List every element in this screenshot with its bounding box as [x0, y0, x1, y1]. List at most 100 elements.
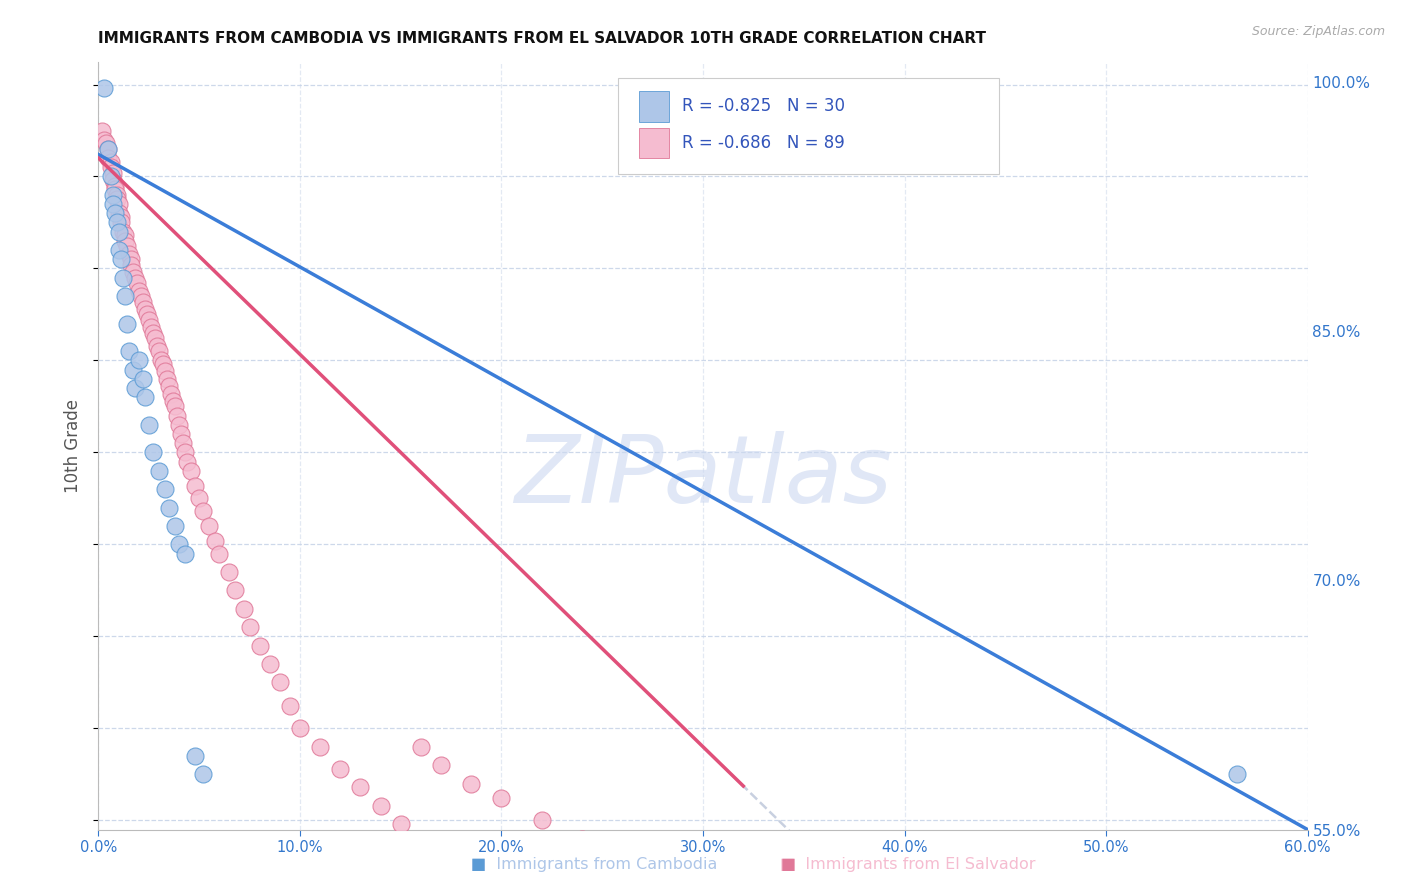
Point [142, 445, 165, 459]
Point [224, 583, 246, 598]
Point [288, 722, 311, 736]
Point [329, 762, 352, 776]
Point [107, 243, 129, 257]
Point [184, 478, 207, 492]
Text: ZIPatlas: ZIPatlas [515, 431, 891, 522]
Point [174, 445, 197, 459]
Point [309, 739, 332, 754]
Point [115, 317, 138, 331]
Point [152, 357, 174, 371]
Point [174, 547, 197, 561]
Point [460, 776, 482, 790]
Point [101, 166, 124, 180]
Point [204, 533, 226, 548]
Point [153, 364, 176, 378]
Point [249, 639, 271, 653]
Point [107, 206, 129, 220]
Point [167, 417, 190, 432]
Text: R = -0.825   N = 30: R = -0.825 N = 30 [682, 97, 845, 115]
Point [93, 133, 115, 147]
Point [193, 504, 215, 518]
Point [101, 187, 124, 202]
Point [138, 313, 160, 327]
Point [349, 780, 371, 795]
Point [132, 294, 155, 309]
Bar [638, 91, 669, 121]
Point [143, 331, 166, 345]
Point [167, 537, 190, 551]
Point [97, 151, 120, 165]
Point [160, 386, 183, 401]
Point [193, 767, 215, 781]
Point [218, 565, 240, 579]
Point [118, 246, 141, 260]
Point [1226, 767, 1249, 781]
Text: ■  Immigrants from Cambodia: ■ Immigrants from Cambodia [471, 857, 717, 872]
Point [107, 197, 129, 211]
Point [114, 234, 136, 248]
Point [114, 289, 136, 303]
Point [105, 215, 128, 229]
Point [163, 400, 186, 414]
Point [153, 482, 176, 496]
Point [370, 798, 392, 813]
Point [163, 519, 186, 533]
Point [156, 372, 179, 386]
Point [139, 320, 162, 334]
Point [176, 455, 198, 469]
Point [162, 393, 184, 408]
Point [100, 169, 122, 184]
Point [138, 417, 160, 432]
Point [114, 228, 136, 243]
Point [121, 362, 143, 376]
Point [120, 258, 142, 272]
Text: ■  Immigrants from El Salvador: ■ Immigrants from El Salvador [780, 857, 1036, 872]
Point [278, 699, 301, 714]
Point [172, 436, 194, 450]
Point [107, 225, 129, 239]
Point [142, 326, 165, 340]
Point [389, 817, 412, 831]
Point [124, 270, 146, 285]
Point [239, 620, 262, 634]
Text: R = -0.686   N = 89: R = -0.686 N = 89 [682, 134, 845, 152]
Point [134, 301, 156, 316]
Text: Source: ZipAtlas.com: Source: ZipAtlas.com [1251, 25, 1385, 38]
Point [430, 758, 453, 772]
Point [111, 225, 134, 239]
Point [91, 123, 114, 137]
Point [101, 173, 124, 187]
Point [148, 464, 170, 478]
Point [96, 136, 118, 151]
Point [128, 284, 150, 298]
Point [692, 887, 714, 892]
Point [101, 197, 124, 211]
Point [157, 500, 180, 515]
Point [198, 519, 221, 533]
Point [149, 353, 172, 368]
Point [103, 206, 125, 220]
Point [188, 491, 211, 506]
Point [184, 749, 207, 764]
Point [146, 339, 169, 353]
Point [208, 547, 231, 561]
Point [115, 239, 138, 253]
Text: IMMIGRANTS FROM CAMBODIA VS IMMIGRANTS FROM EL SALVADOR 10TH GRADE CORRELATION C: IMMIGRANTS FROM CAMBODIA VS IMMIGRANTS F… [98, 31, 987, 46]
Point [103, 178, 125, 193]
Point [128, 353, 150, 368]
Point [97, 142, 120, 156]
Point [166, 409, 188, 423]
Point [93, 81, 115, 95]
Y-axis label: 10th Grade: 10th Grade [65, 399, 83, 493]
Point [110, 210, 132, 224]
Point [125, 276, 148, 290]
Point [148, 344, 170, 359]
Point [612, 850, 634, 864]
Point [232, 602, 254, 616]
Point [121, 265, 143, 279]
Point [571, 831, 593, 846]
Bar [638, 128, 669, 158]
Point [97, 142, 120, 156]
Point [100, 154, 122, 169]
Point [651, 869, 673, 883]
